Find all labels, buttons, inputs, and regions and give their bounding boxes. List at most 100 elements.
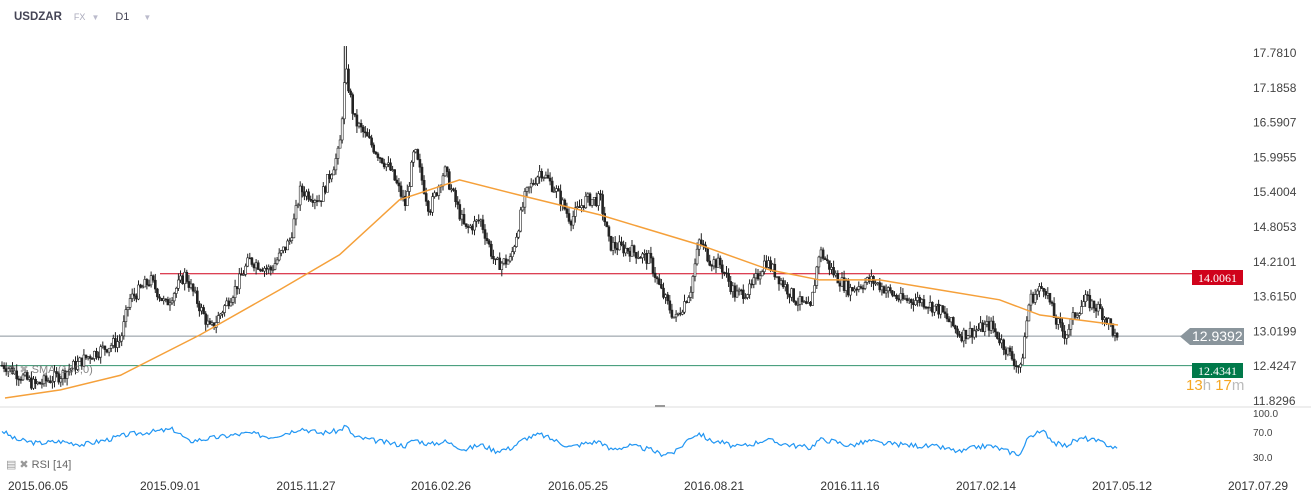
- candle-body: [674, 313, 678, 318]
- settings-icon[interactable]: ▤: [6, 459, 17, 471]
- candle-body: [792, 288, 796, 302]
- candle-body: [954, 325, 957, 330]
- candle-body: [67, 369, 71, 372]
- candle-body: [935, 303, 938, 307]
- candle-body: [647, 252, 651, 264]
- candle-body: [242, 274, 245, 276]
- candle-body: [1115, 332, 1119, 338]
- candle-body: [416, 149, 420, 160]
- candle-body: [905, 298, 909, 301]
- pane-resize-handle[interactable]: [655, 405, 665, 407]
- candle-body: [798, 296, 802, 305]
- candle-body: [431, 196, 434, 213]
- candle-body: [34, 378, 37, 384]
- candle-body: [384, 164, 388, 168]
- candle-body: [494, 258, 497, 261]
- candle-body: [664, 294, 667, 298]
- candle-body: [78, 357, 81, 362]
- candle-body: [546, 174, 550, 179]
- candle-body: [99, 346, 102, 358]
- price-tick-label: 15.9955: [1253, 150, 1297, 164]
- candle-body: [767, 260, 770, 268]
- settings-icon[interactable]: ▤: [6, 364, 17, 376]
- resistance-level-badge[interactable]: 14.0061: [1192, 270, 1243, 285]
- candle-body: [443, 166, 447, 177]
- rsi-indicator-legend[interactable]: ▤ ✖ RSI [14]: [6, 458, 71, 472]
- candle-body: [853, 288, 856, 292]
- candle-body: [752, 277, 756, 285]
- candle-body: [687, 297, 691, 303]
- candle-body: [48, 380, 52, 383]
- candle-body: [154, 279, 157, 290]
- candle-body: [779, 280, 783, 285]
- candle-body: [57, 373, 61, 383]
- candle-body: [901, 293, 905, 299]
- candle-body: [897, 298, 901, 301]
- candle-body: [943, 311, 947, 315]
- date-tick-label: 2016.08.21: [684, 479, 744, 493]
- candle-body: [645, 253, 649, 264]
- candle-body: [632, 245, 636, 253]
- candle-body: [1111, 323, 1115, 336]
- close-icon[interactable]: ✖: [19, 364, 29, 376]
- candle-body: [1086, 294, 1089, 297]
- candle-body: [651, 257, 655, 274]
- rsi-tick-label: 100.0: [1253, 409, 1278, 420]
- candle-body: [405, 191, 409, 207]
- support-level-badge[interactable]: 12.4341: [1192, 363, 1243, 378]
- candle-body: [603, 213, 607, 223]
- candle-body: [250, 257, 254, 265]
- candle-body: [231, 297, 235, 303]
- timeframe-selector[interactable]: D1: [115, 11, 130, 23]
- candle-body: [233, 286, 237, 298]
- candle-body: [1071, 312, 1075, 320]
- candle-body: [599, 193, 602, 195]
- candle-body: [221, 312, 224, 315]
- candle-body: [38, 381, 42, 385]
- price-tick-label: 14.2101: [1253, 255, 1297, 269]
- candle-body: [1075, 315, 1079, 318]
- candle-body: [571, 216, 575, 226]
- candle-body: [565, 208, 569, 214]
- candle-body: [1044, 291, 1047, 296]
- candle-body: [351, 94, 355, 114]
- price-tick-label: 15.4004: [1253, 185, 1297, 199]
- candle-body: [939, 305, 943, 315]
- countdown-minutes: 17: [1215, 377, 1232, 394]
- candle-body: [970, 328, 974, 338]
- market-dropdown-icon[interactable]: ▼: [91, 12, 100, 22]
- candle-body: [809, 302, 812, 306]
- candle-body: [353, 113, 357, 116]
- candle-body: [202, 307, 205, 315]
- candle-body: [666, 294, 670, 302]
- candle-body: [859, 286, 863, 289]
- timeframe-dropdown-icon[interactable]: ▼: [143, 12, 152, 22]
- candle-body: [714, 259, 718, 268]
- close-icon[interactable]: ✖: [19, 459, 29, 471]
- candle-body: [210, 322, 214, 325]
- candle-body: [82, 354, 86, 367]
- sma-indicator-legend[interactable]: ▤ ✖ SMA (100,0): [6, 363, 93, 377]
- candle-body: [288, 240, 292, 242]
- current-price-badge: [1180, 328, 1244, 345]
- candle-body: [998, 338, 1001, 344]
- candle-body: [678, 312, 682, 315]
- candle-body: [164, 298, 168, 301]
- price-tick-label: 13.6150: [1253, 290, 1297, 304]
- candle-body: [2, 365, 6, 369]
- symbol-label[interactable]: USDZAR: [14, 11, 62, 23]
- candle-body: [147, 284, 151, 287]
- candle-body: [429, 211, 432, 213]
- candle-body: [964, 329, 968, 340]
- candle-body: [1050, 301, 1054, 304]
- candle-body: [1090, 300, 1094, 309]
- candle-body: [639, 257, 642, 259]
- candle-body: [1052, 303, 1056, 318]
- candle-body: [223, 305, 226, 313]
- candle-body: [771, 263, 775, 271]
- candle-body: [781, 280, 785, 288]
- candle-body: [609, 235, 613, 251]
- candle-body: [832, 267, 835, 276]
- candle-body: [481, 219, 485, 230]
